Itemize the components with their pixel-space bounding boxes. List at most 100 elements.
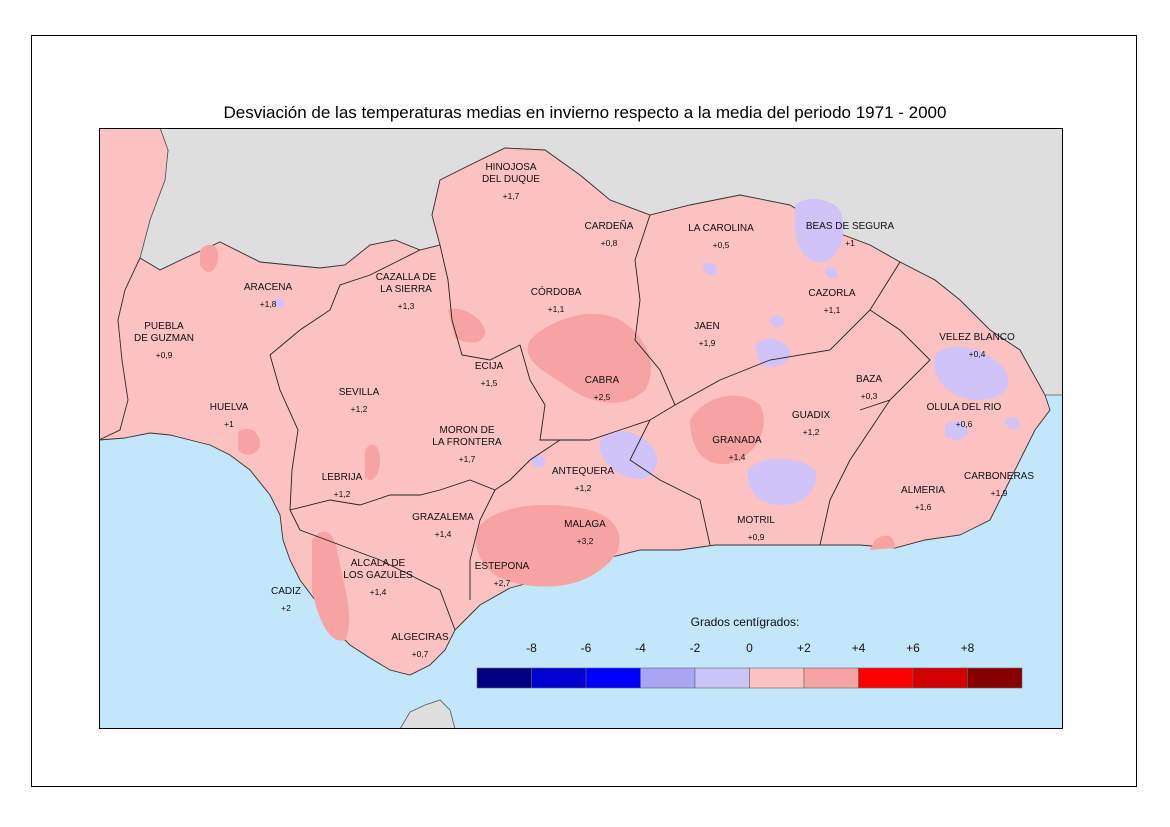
legend-tick-label: +8 xyxy=(961,641,975,655)
station-value: +0,7 xyxy=(412,649,429,659)
station-value: +1,9 xyxy=(699,338,716,348)
station-name: DEL DUQUE xyxy=(482,174,540,185)
station-value: +1,2 xyxy=(575,483,592,493)
station-name: ARACENA xyxy=(244,282,293,293)
station-label: CARDEÑA +0,8 xyxy=(585,219,634,248)
legend-tick-label: -8 xyxy=(526,641,537,655)
station-name: GRAZALEMA xyxy=(412,512,474,523)
station-value: +1,7 xyxy=(503,191,520,201)
station-label: MALAGA +3,2 xyxy=(564,519,606,546)
cool-zone-olula xyxy=(945,421,968,440)
station-value: +2,5 xyxy=(594,392,611,402)
station-name: MALAGA xyxy=(564,519,606,530)
warm-zone-malaga xyxy=(476,505,620,587)
station-name: GRANADA xyxy=(712,435,762,446)
station-value: +1,1 xyxy=(548,304,565,314)
station-name: PUEBLA xyxy=(144,321,184,332)
station-name: HINOJOSA xyxy=(485,162,536,173)
station-label: OLULA DEL RIO +0,6 xyxy=(927,402,1002,429)
station-name: CÓRDOBA xyxy=(531,285,582,298)
station-label: BAZA +0,3 xyxy=(856,374,882,401)
station-name: CAZALLA DE xyxy=(376,272,437,283)
station-value: +3,2 xyxy=(577,536,594,546)
station-name: HUELVA xyxy=(210,402,249,413)
station-label: ESTEPONA +2,7 xyxy=(475,561,530,588)
legend-tick-label: -2 xyxy=(690,641,701,655)
station-value: +0,3 xyxy=(861,391,878,401)
station-label: LA CAROLINA +0,5 xyxy=(688,223,754,250)
station-label: JAEN +1,9 xyxy=(694,321,720,348)
cool-zone-antequera xyxy=(599,431,658,479)
station-value: +1,6 xyxy=(915,502,932,512)
station-value: +2,7 xyxy=(494,578,511,588)
station-label: LEBRIJA +1,2 xyxy=(322,472,363,499)
station-label: BEAS DE SEGURA +1 xyxy=(806,221,895,248)
legend-swatch xyxy=(749,667,805,689)
station-label: GRAZALEMA +1,4 xyxy=(412,512,474,539)
station-value: +0,9 xyxy=(156,350,173,360)
station-label: SEVILLA +1,2 xyxy=(339,387,380,414)
warm-zone-cabra xyxy=(527,313,651,403)
station-label: ALGECIRAS +0,7 xyxy=(391,632,449,659)
warm-zone-almeria xyxy=(870,535,895,550)
station-value: +0,8 xyxy=(601,238,618,248)
station-label: ALMERIA +1,6 xyxy=(901,485,945,512)
station-value: +1 xyxy=(224,419,234,429)
legend-ticks: -8 -6 -4 -2 0 +2 +4 +6 +8 xyxy=(526,641,975,655)
warm-zone-granada xyxy=(690,395,764,465)
station-value: +1,1 xyxy=(824,305,841,315)
legend-swatch xyxy=(967,667,1023,689)
station-value: +1,4 xyxy=(370,587,387,597)
station-name: LEBRIJA xyxy=(322,472,363,483)
legend-swatch xyxy=(476,667,532,689)
cool-zone-cazorla xyxy=(770,315,785,328)
station-name: ESTEPONA xyxy=(475,561,530,572)
africa-land xyxy=(399,699,456,729)
station-label: MOTRIL +0,9 xyxy=(737,515,775,542)
station-name: CARBONERAS xyxy=(964,471,1034,482)
legend-tick-label: 0 xyxy=(746,641,753,655)
map-frame xyxy=(31,35,1137,787)
station-value: +1 xyxy=(845,238,855,248)
station-label: ANTEQUERA +1,2 xyxy=(552,466,615,493)
station-name: CADIZ xyxy=(271,586,301,597)
cool-zone-motril xyxy=(747,458,816,505)
station-name: ECIJA xyxy=(475,361,504,372)
station-value: +1,2 xyxy=(803,427,820,437)
cool-zone-carolina xyxy=(703,262,717,276)
station-name: BEAS DE SEGURA xyxy=(806,221,895,232)
cool-zone-aracena xyxy=(274,298,285,308)
legend-swatch xyxy=(585,667,641,689)
station-name: VELEZ BLANCO xyxy=(939,332,1015,343)
station-name: ALCALA DE xyxy=(351,558,406,569)
station-label: CÓRDOBA +1,1 xyxy=(531,285,582,314)
station-value: +0,4 xyxy=(969,349,986,359)
map-title: Desviación de las temperaturas medias en… xyxy=(223,103,947,122)
legend-tick-label: +4 xyxy=(852,641,866,655)
station-name: LA SIERRA xyxy=(380,284,432,295)
station-name: LOS GAZULES xyxy=(343,570,413,581)
station-name: CABRA xyxy=(585,375,620,386)
legend-tick-label: +6 xyxy=(906,641,920,655)
legend: Grados centígrados: -8 -6 -4 -2 0 +2 +4 +6 +8 xyxy=(476,615,1023,689)
station-value: +1,7 xyxy=(459,454,476,464)
map-border xyxy=(99,128,1063,729)
station-name: LA FRONTERA xyxy=(432,437,502,448)
station-label: CADIZ +2 xyxy=(271,586,301,613)
warm-zone-huelva xyxy=(238,428,260,455)
station-name: GUADIX xyxy=(792,410,831,421)
station-name: ALGECIRAS xyxy=(391,632,449,643)
station-value: +1,5 xyxy=(481,378,498,388)
legend-swatch xyxy=(531,667,587,689)
station-name: JAEN xyxy=(694,321,720,332)
station-value: +1,8 xyxy=(260,299,277,309)
station-name: ANTEQUERA xyxy=(552,466,615,477)
legend-tick-label: -4 xyxy=(635,641,646,655)
warm-zone-cordoba xyxy=(448,308,485,343)
